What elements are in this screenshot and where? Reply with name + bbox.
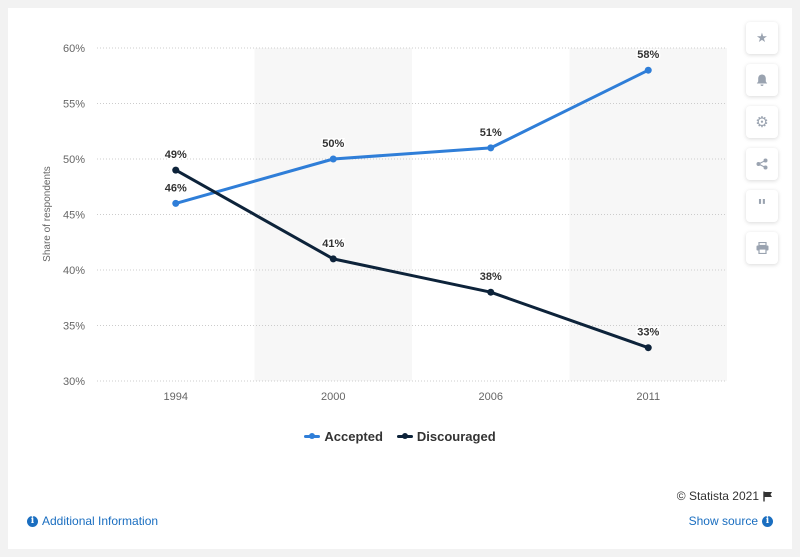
x-tick-label: 2011 (636, 391, 660, 403)
y-tick-label: 30% (63, 376, 85, 388)
data-label-accepted: 58% (637, 49, 659, 61)
legend-label-accepted: Accepted (324, 429, 383, 444)
x-tick-label: 2000 (321, 391, 345, 403)
data-point-accepted (329, 155, 337, 163)
data-label-accepted: 51% (480, 127, 502, 139)
data-label-discouraged: 41% (322, 238, 344, 250)
legend-item-discouraged[interactable]: Discouraged (396, 429, 496, 444)
data-label-discouraged: 33% (637, 327, 659, 339)
credit-text: © Statista 2021 (676, 489, 759, 503)
y-axis-label: Share of respondents (42, 166, 53, 262)
notification-button[interactable] (746, 64, 778, 96)
flag-icon (763, 491, 772, 501)
show-source-label: Show source (688, 514, 758, 528)
print-icon (756, 242, 768, 254)
chart-legend: Accepted Discouraged (0, 429, 800, 444)
additional-information-link[interactable]: i Additional Information (27, 514, 158, 528)
x-tick-label: 2006 (479, 391, 503, 403)
x-tick-label: 1994 (164, 391, 188, 403)
gear-icon: ⚙ (755, 114, 769, 131)
favorite-button[interactable]: ★ (746, 22, 778, 54)
data-point-discouraged (487, 288, 495, 296)
y-tick-label: 55% (63, 99, 85, 111)
legend-swatch-accepted (304, 433, 321, 439)
data-point-accepted (172, 199, 180, 207)
share-button[interactable] (746, 148, 778, 180)
share-icon (756, 158, 768, 170)
y-tick-label: 50% (63, 154, 85, 166)
series-line-discouraged (174, 168, 650, 350)
info-icon: i (27, 515, 38, 527)
quote-icon: " (757, 195, 767, 217)
additional-information-label: Additional Information (42, 514, 159, 528)
legend-swatch-discouraged (396, 433, 413, 439)
data-point-accepted (487, 144, 495, 152)
y-tick-label: 45% (63, 210, 85, 222)
statista-credit[interactable]: © Statista 2021 (677, 489, 773, 503)
y-tick-label: 40% (63, 265, 85, 277)
y-tick-label: 60% (63, 43, 85, 55)
print-button[interactable] (746, 232, 778, 264)
bell-icon (756, 74, 768, 86)
y-tick-label: 35% (63, 321, 85, 333)
cite-button[interactable]: " (746, 190, 778, 222)
series-line-accepted (174, 68, 650, 205)
legend-label-discouraged: Discouraged (416, 429, 496, 444)
data-label-discouraged: 49% (165, 149, 187, 161)
legend-item-accepted[interactable]: Accepted (304, 429, 383, 444)
settings-button[interactable]: ⚙ (746, 106, 778, 138)
data-label-discouraged: 38% (480, 271, 502, 283)
data-label-accepted: 46% (165, 182, 187, 194)
info-icon: i (762, 515, 773, 527)
data-point-accepted (644, 66, 652, 74)
data-point-discouraged (172, 166, 180, 174)
show-source-link[interactable]: Show source i (689, 514, 773, 528)
data-label-accepted: 50% (322, 138, 344, 150)
data-point-discouraged (329, 255, 337, 263)
data-point-discouraged (644, 344, 652, 352)
star-icon: ★ (756, 30, 768, 45)
